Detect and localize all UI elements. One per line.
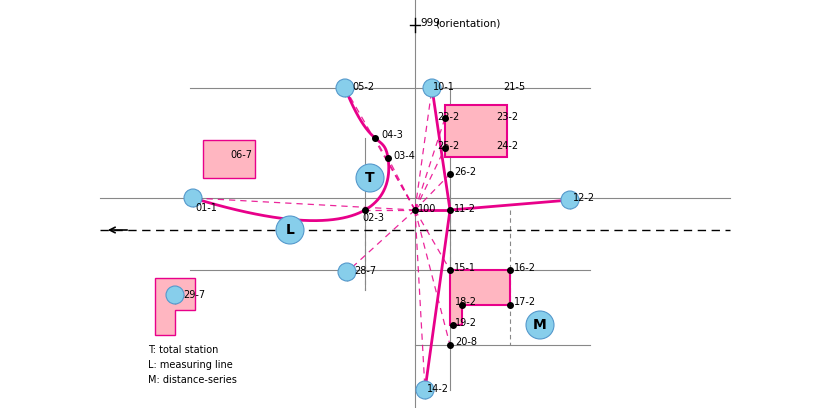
Text: 28-7: 28-7 (354, 266, 376, 276)
Text: 12-2: 12-2 (573, 193, 595, 203)
Text: M: M (533, 318, 547, 332)
Text: 04-3: 04-3 (381, 130, 403, 140)
Text: 26-2: 26-2 (454, 167, 476, 177)
Ellipse shape (184, 189, 202, 207)
Text: L: L (286, 223, 295, 237)
Text: M: distance-series: M: distance-series (148, 375, 237, 385)
Text: L: measuring line: L: measuring line (148, 360, 232, 370)
Text: 21-5: 21-5 (503, 82, 525, 92)
Text: 15-1: 15-1 (454, 263, 476, 273)
Polygon shape (450, 270, 510, 325)
Bar (100, 0, 730, 408)
Text: 10-1: 10-1 (433, 82, 455, 92)
Ellipse shape (336, 79, 354, 97)
Text: 25-2: 25-2 (437, 141, 459, 151)
Text: 18-2: 18-2 (455, 297, 477, 307)
Text: T: T (365, 171, 375, 185)
Text: 22-2: 22-2 (437, 112, 459, 122)
Text: 17-2: 17-2 (514, 297, 536, 307)
Text: 14-2: 14-2 (427, 384, 449, 394)
Text: 16-2: 16-2 (514, 263, 536, 273)
Text: 29-7: 29-7 (183, 290, 205, 300)
Text: (orientation): (orientation) (435, 18, 500, 28)
Ellipse shape (338, 263, 356, 281)
Text: 01-1: 01-1 (195, 203, 217, 213)
Polygon shape (155, 278, 195, 335)
Text: 05-2: 05-2 (352, 82, 374, 92)
Text: 23-2: 23-2 (496, 112, 518, 122)
Bar (445, 105, 507, 157)
Text: 999: 999 (420, 18, 440, 28)
Text: 100: 100 (418, 204, 437, 214)
Ellipse shape (416, 381, 434, 399)
Text: 06-7: 06-7 (230, 150, 252, 160)
Ellipse shape (276, 216, 304, 244)
Text: 11-2: 11-2 (454, 204, 476, 214)
Ellipse shape (356, 164, 384, 192)
Text: 02-3: 02-3 (362, 213, 384, 223)
Text: T: total station: T: total station (148, 345, 218, 355)
Ellipse shape (561, 191, 579, 209)
Ellipse shape (526, 311, 554, 339)
Bar (203, 140, 255, 178)
Ellipse shape (423, 79, 441, 97)
Text: 03-4: 03-4 (393, 151, 415, 161)
Text: 24-2: 24-2 (496, 141, 518, 151)
Ellipse shape (166, 286, 184, 304)
Text: 19-2: 19-2 (455, 318, 477, 328)
Text: 20-8: 20-8 (455, 337, 477, 347)
